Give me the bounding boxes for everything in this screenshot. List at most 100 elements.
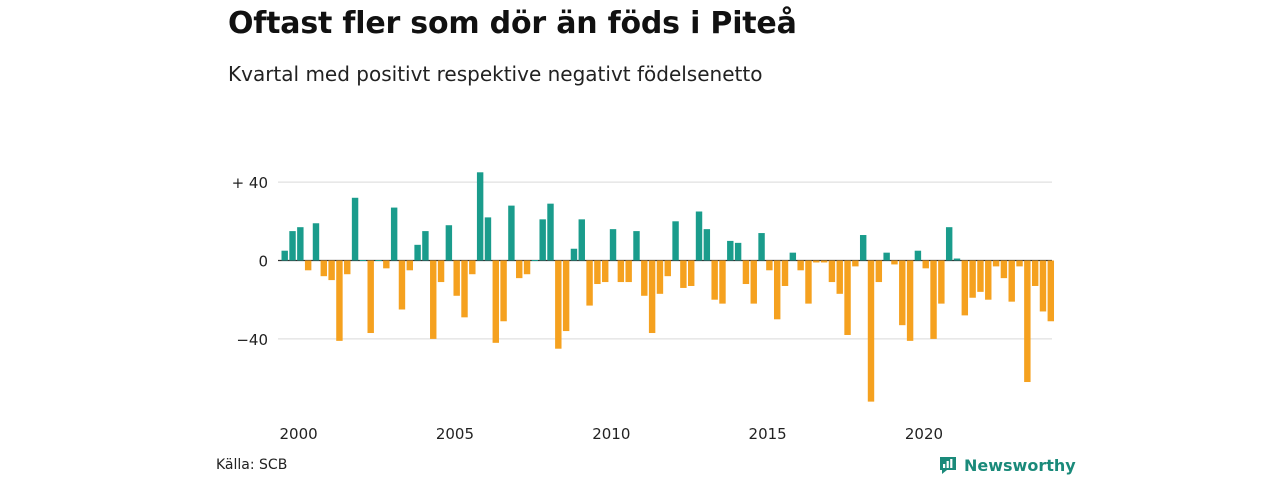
bar (656, 260, 664, 294)
bar (695, 211, 703, 261)
bar (461, 260, 468, 318)
bar (953, 258, 961, 261)
bar (727, 240, 734, 261)
bar (523, 260, 531, 275)
bar (734, 242, 742, 261)
bar (617, 260, 625, 283)
brand-logo: Newsworthy (938, 455, 1076, 475)
bar (922, 260, 929, 269)
bar (719, 260, 726, 304)
bar (445, 225, 453, 261)
bar (938, 260, 945, 304)
bar (375, 260, 382, 261)
axis-labels: + 40 0 −40 2000 2005 2010 2015 2020 (232, 174, 944, 443)
bar (492, 260, 499, 343)
bar (1024, 260, 1031, 383)
bar (516, 260, 523, 279)
bar (539, 219, 546, 261)
bar (969, 260, 976, 298)
x-tick-label: 2015 (749, 425, 787, 443)
bar (633, 231, 640, 261)
bar (805, 260, 812, 304)
bar (562, 260, 570, 332)
y-tick-label: −40 (236, 331, 268, 349)
bar (281, 250, 288, 261)
bar (930, 260, 937, 339)
bar (586, 260, 593, 306)
bar (594, 260, 601, 285)
bar (367, 260, 374, 334)
bar (1047, 260, 1055, 322)
bar (820, 260, 828, 263)
bar (875, 260, 883, 283)
bar (297, 227, 304, 261)
bar (398, 260, 406, 310)
bar (602, 260, 609, 283)
bar (680, 260, 687, 288)
x-tick-label: 2000 (280, 425, 318, 443)
bar (555, 260, 562, 349)
bar (344, 260, 351, 275)
bar (859, 235, 867, 261)
bar (414, 244, 421, 261)
brand-name: Newsworthy (964, 455, 1076, 475)
bar (453, 260, 460, 296)
bar (742, 260, 750, 285)
bar (578, 219, 585, 261)
bar (609, 229, 617, 261)
bar (852, 260, 859, 267)
bar (406, 260, 413, 271)
bar (641, 260, 648, 296)
bar (320, 260, 328, 277)
bar (797, 260, 804, 271)
bar (469, 260, 476, 275)
bar (914, 250, 922, 261)
bar (648, 260, 656, 334)
source-note: Källa: SCB (216, 457, 288, 473)
bar (844, 260, 851, 335)
bar (703, 229, 711, 261)
bar (1008, 260, 1015, 302)
bar (484, 217, 492, 261)
y-tick-label: + 40 (232, 174, 268, 192)
bar (867, 260, 875, 402)
bar (945, 227, 953, 261)
chart-title: Oftast fler som dör än föds i Piteå (228, 6, 797, 41)
bar (1031, 260, 1039, 286)
bar (1039, 260, 1047, 312)
bar (773, 260, 781, 320)
bar (828, 260, 836, 283)
bar (437, 260, 445, 283)
bar (1016, 260, 1023, 267)
bar-chart: + 40 0 −40 2000 2005 2010 2015 2020 (232, 172, 1055, 443)
y-tick-label: 0 (258, 253, 268, 271)
bar (672, 221, 679, 261)
bar (688, 260, 695, 286)
bar (758, 233, 765, 261)
bar (312, 223, 320, 261)
bar (750, 260, 757, 304)
x-tick-label: 2005 (436, 425, 474, 443)
bar (304, 260, 312, 271)
bar (476, 172, 484, 261)
bar (789, 252, 797, 261)
bar (891, 260, 898, 265)
bar (625, 260, 632, 283)
bar (766, 260, 773, 271)
bar (781, 260, 789, 286)
newsworthy-logo-icon (940, 457, 956, 474)
bar (570, 248, 578, 261)
bar (508, 205, 515, 261)
bar (383, 260, 390, 269)
bar (961, 260, 969, 316)
bar (1000, 260, 1008, 279)
x-tick-label: 2010 (592, 425, 630, 443)
chart-subtitle: Kvartal med positivt respektive negativt… (228, 62, 763, 86)
x-tick-label: 2020 (905, 425, 943, 443)
bar (977, 260, 984, 292)
bar (336, 260, 343, 341)
bar (390, 207, 398, 261)
bar (985, 260, 992, 300)
bar (883, 252, 890, 261)
bar (289, 231, 296, 261)
